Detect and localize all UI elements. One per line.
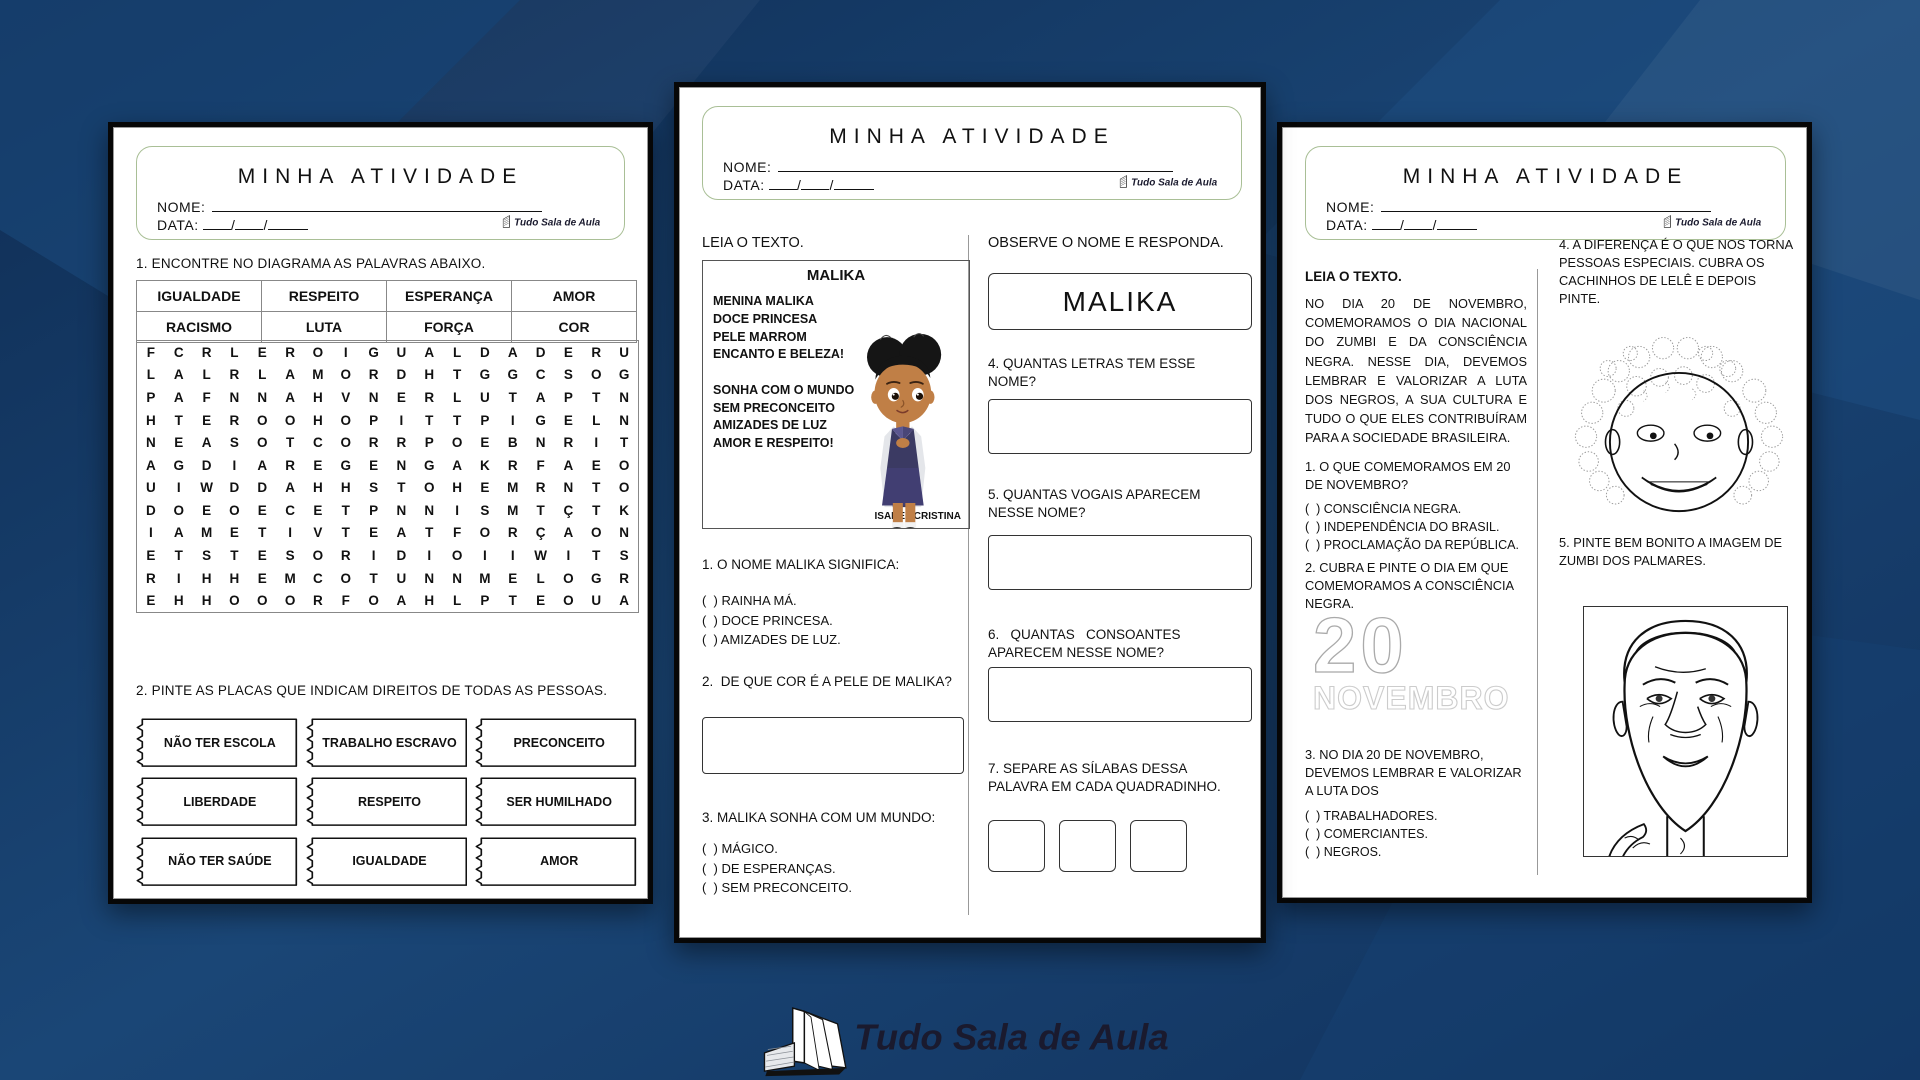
svg-text:Tudo Sala de Aula: Tudo Sala de Aula <box>1675 218 1762 229</box>
svg-text:Tudo Sala de Aula: Tudo Sala de Aula <box>854 1017 1169 1058</box>
svg-text:Tudo Sala de Aula: Tudo Sala de Aula <box>1131 178 1218 189</box>
svg-text:Tudo Sala de Aula: Tudo Sala de Aula <box>514 218 601 229</box>
